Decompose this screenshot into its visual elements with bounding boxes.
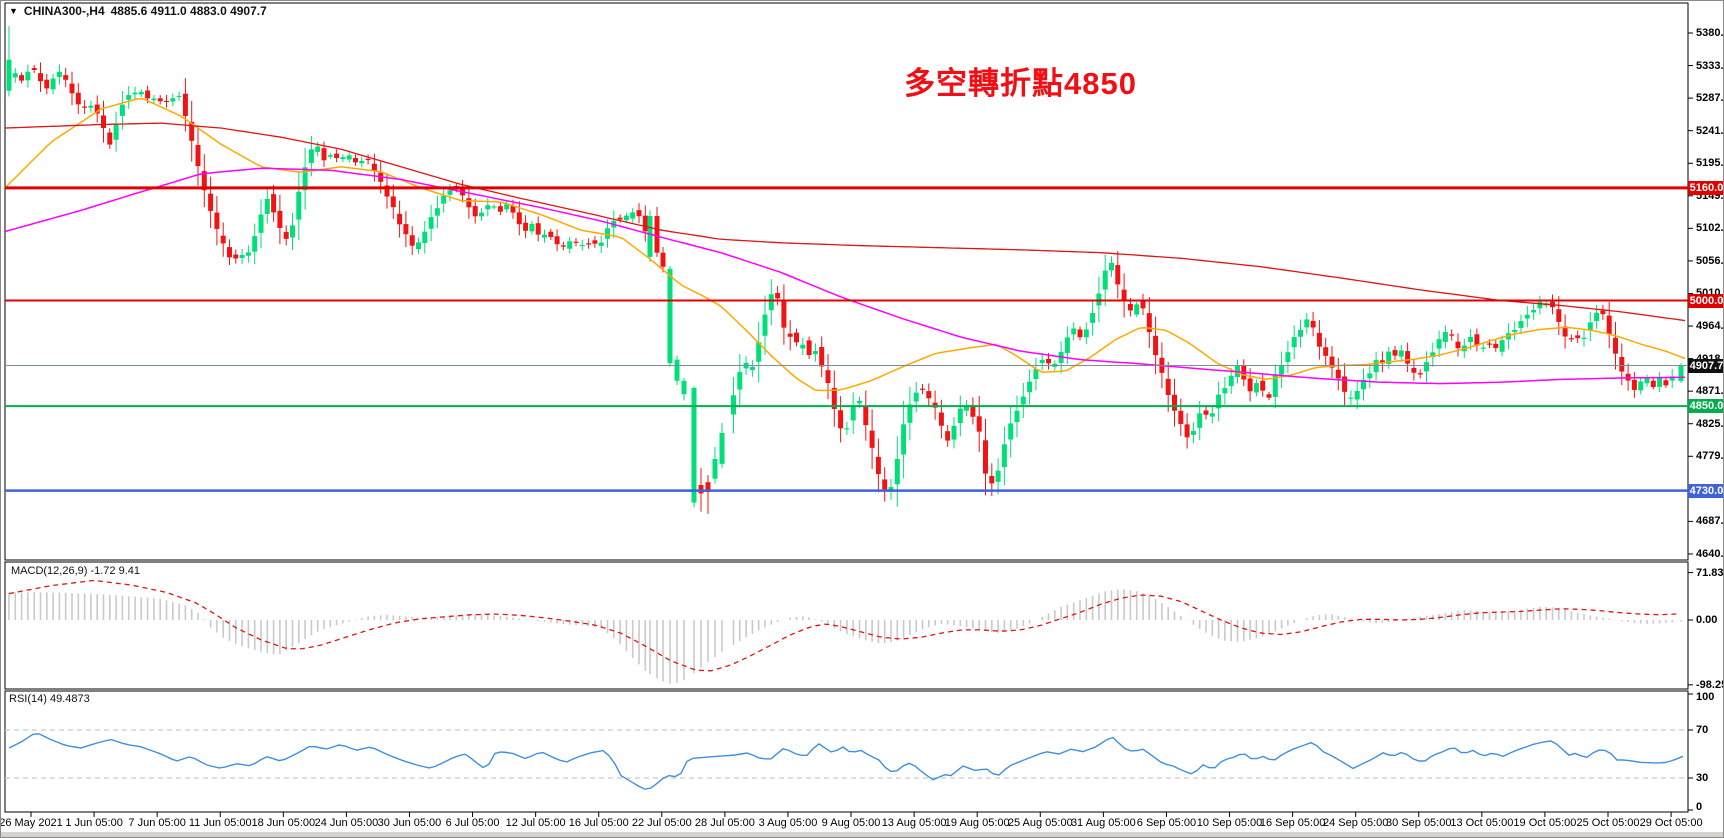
main-chart-layer — [4, 25, 1688, 514]
macd-frame — [4, 561, 1689, 690]
rsi-tick-label: 30 — [1696, 772, 1709, 784]
price-tick-label: 4779.0 — [1696, 450, 1724, 463]
date-tick-label: 25 Aug 05:00 — [1007, 817, 1073, 829]
date-tick-label: 10 Sep 05:00 — [1196, 817, 1263, 829]
price-tick-label: 4825.0 — [1696, 417, 1724, 430]
macd-tick-label: 71.83 — [1696, 566, 1724, 579]
chart-title: ▼ CHINA300-,H4 4885.6 4911.0 4883.0 4907… — [9, 4, 267, 18]
date-tick-label: 26 May 2021 — [0, 817, 63, 829]
date-tick-label: 13 Oct 05:00 — [1450, 817, 1514, 829]
date-tick-label: 30 Jun 05:00 — [377, 817, 442, 829]
macd-signal-line — [8, 579, 1678, 672]
date-tick-label: 12 Jul 05:00 — [505, 817, 566, 829]
price-badge-5160.0: 5160.0 — [1688, 180, 1724, 195]
price-tick-label: 5102.0 — [1696, 222, 1724, 235]
price-badge-4850.0: 4850.0 — [1688, 399, 1724, 414]
price-badge-4907.7: 4907.7 — [1688, 358, 1724, 373]
date-tick-label: 22 Jul 05:00 — [631, 817, 692, 829]
date-tick-label: 19 Aug 05:00 — [944, 817, 1010, 829]
date-tick-label: 18 Jun 05:00 — [251, 817, 316, 829]
date-tick-label: 13 Aug 05:00 — [881, 817, 947, 829]
price-tick-label: 5056.0 — [1696, 254, 1724, 267]
rsi-tick-label: 70 — [1696, 724, 1709, 736]
price-tick-label: 5380.0 — [1696, 27, 1724, 39]
date-tick-label: 7 Jun 05:00 — [128, 817, 186, 829]
price-tick-label: 5333.0 — [1696, 59, 1724, 72]
ma-slow-line — [4, 122, 1686, 322]
bottom-edge-bar — [1, 832, 1723, 837]
symbol-dropdown-icon[interactable]: ▼ — [9, 6, 18, 16]
macd-indicator-label: MACD(12,26,9) -1.72 9.41 — [11, 565, 141, 577]
date-tick-label: 29 Oct 05:00 — [1639, 817, 1703, 829]
rsi-layer — [5, 729, 1688, 790]
price-tick-label: 4964.0 — [1696, 320, 1724, 333]
date-tick-label: 6 Sep 05:00 — [1136, 817, 1197, 829]
rsi-line — [8, 733, 1684, 790]
ma-mid-line — [4, 167, 1686, 385]
rsi-tick-label: 0 — [1696, 801, 1703, 813]
date-tick-label: 1 Jun 05:00 — [65, 817, 123, 829]
main-frame — [4, 2, 1689, 561]
date-tick-label: 9 Aug 05:00 — [821, 817, 881, 829]
price-badge-4730.0: 4730.0 — [1688, 483, 1724, 498]
price-tick-label: 5287.0 — [1696, 92, 1724, 105]
macd-layer — [8, 579, 1682, 684]
ma-fast-line — [4, 97, 1686, 392]
rsi-panel-area[interactable] — [5, 691, 1688, 812]
macd-tick-label: 0.00 — [1696, 614, 1718, 626]
date-tick-label: 24 Jun 05:00 — [314, 817, 379, 829]
date-tick-label: 28 Jul 05:00 — [694, 817, 755, 829]
date-tick-label: 11 Jun 05:00 — [188, 817, 252, 829]
price-tick-label: 5241.0 — [1696, 124, 1724, 137]
macd-tick-label: -98.25 — [1696, 678, 1723, 691]
date-tick-label: 3 Aug 05:00 — [758, 817, 818, 829]
rsi-tick-label: 100 — [1696, 691, 1715, 703]
price-tick-label: 4871.0 — [1696, 385, 1724, 398]
price-tick-label: 5195.0 — [1696, 157, 1724, 170]
ohlc-readout: 4885.6 4911.0 4883.0 4907.7 — [110, 4, 267, 18]
date-tick-label: 16 Sep 05:00 — [1259, 817, 1326, 829]
price-badge-5000.0: 5000.0 — [1688, 293, 1724, 308]
date-tick-label: 6 Jul 05:00 — [445, 817, 500, 829]
text-annotation[interactable]: 多空轉折點4850 — [904, 66, 1137, 101]
rsi-indicator-label: RSI(14) 49.4873 — [9, 693, 90, 705]
date-tick-label: 16 Jul 05:00 — [568, 817, 629, 829]
date-tick-label: 24 Sep 05:00 — [1322, 817, 1389, 829]
date-tick-label: 19 Oct 05:00 — [1513, 817, 1577, 829]
main-chart-area[interactable] — [5, 3, 1688, 560]
rsi-frame — [4, 690, 1689, 813]
date-tick-label: 30 Sep 05:00 — [1386, 817, 1452, 829]
date-tick-label: 31 Aug 05:00 — [1070, 817, 1136, 829]
price-tick-label: 4687.0 — [1696, 515, 1724, 528]
symbol-period-label: CHINA300-,H4 — [23, 4, 105, 18]
macd-panel-area[interactable] — [5, 562, 1688, 689]
date-tick-label: 25 Oct 05:00 — [1576, 817, 1640, 829]
price-tick-label: 4640.0 — [1696, 547, 1724, 560]
